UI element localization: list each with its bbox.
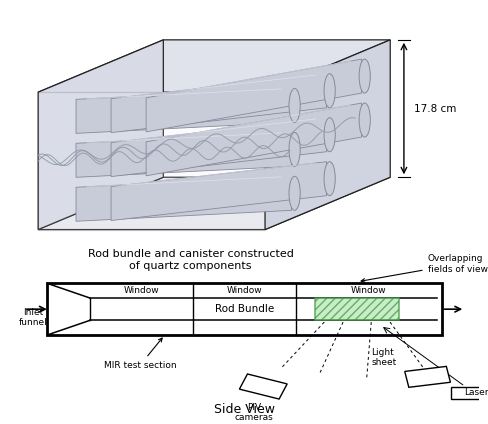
Text: Side View: Side View	[214, 402, 274, 416]
Text: PIV
cameras: PIV cameras	[234, 403, 273, 422]
Polygon shape	[38, 177, 389, 229]
Polygon shape	[76, 132, 291, 177]
Text: Rod bundle and canister constructed
of quartz components: Rod bundle and canister constructed of q…	[87, 249, 293, 271]
Text: Overlapping
fields of view: Overlapping fields of view	[360, 254, 487, 282]
Polygon shape	[264, 40, 389, 229]
Bar	[47, 283, 441, 335]
Ellipse shape	[288, 88, 300, 123]
Text: Window: Window	[226, 286, 262, 295]
Polygon shape	[146, 103, 361, 176]
Bar	[314, 298, 399, 321]
Polygon shape	[111, 118, 326, 176]
Ellipse shape	[358, 59, 369, 93]
Polygon shape	[404, 366, 449, 387]
Text: Inlet
funnel: Inlet funnel	[19, 307, 47, 327]
Ellipse shape	[324, 74, 335, 108]
Bar	[450, 387, 488, 399]
Polygon shape	[38, 40, 389, 92]
Polygon shape	[38, 92, 264, 229]
Polygon shape	[146, 59, 361, 132]
Text: MIR test section: MIR test section	[103, 338, 176, 370]
Polygon shape	[76, 176, 291, 221]
Ellipse shape	[288, 176, 300, 210]
Polygon shape	[111, 162, 326, 220]
Ellipse shape	[288, 132, 300, 166]
Ellipse shape	[324, 162, 335, 196]
Polygon shape	[76, 88, 291, 134]
Polygon shape	[111, 74, 326, 133]
Text: Light
sheet: Light sheet	[370, 348, 396, 367]
Text: Window: Window	[123, 286, 159, 295]
Text: Laser: Laser	[464, 388, 488, 397]
Ellipse shape	[358, 103, 369, 137]
Text: Window: Window	[350, 286, 386, 295]
Ellipse shape	[324, 118, 335, 152]
Text: Rod Bundle: Rod Bundle	[214, 304, 274, 314]
Polygon shape	[239, 374, 286, 399]
Polygon shape	[38, 40, 163, 229]
Text: 17.8 cm: 17.8 cm	[413, 103, 455, 114]
